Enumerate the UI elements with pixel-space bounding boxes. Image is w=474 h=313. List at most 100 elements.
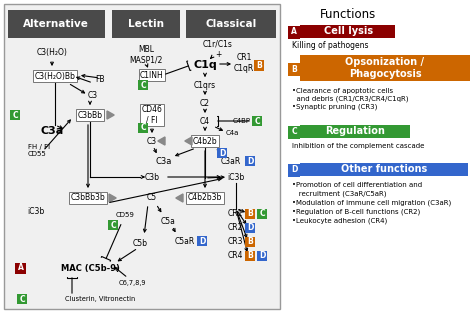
Text: B: B	[291, 64, 297, 74]
Text: C3bBb3b: C3bBb3b	[71, 193, 105, 203]
Text: B: B	[247, 238, 253, 247]
Text: D: D	[219, 148, 225, 157]
FancyBboxPatch shape	[112, 10, 180, 38]
FancyBboxPatch shape	[138, 80, 148, 90]
Text: CD59: CD59	[116, 212, 135, 218]
Text: A: A	[291, 28, 297, 37]
Text: C: C	[254, 116, 260, 126]
Text: iC3b: iC3b	[228, 173, 245, 182]
FancyBboxPatch shape	[288, 163, 300, 177]
Text: C: C	[110, 220, 116, 229]
FancyBboxPatch shape	[288, 63, 300, 75]
Text: C5b: C5b	[133, 239, 147, 248]
FancyBboxPatch shape	[300, 55, 470, 81]
Text: Classical: Classical	[205, 19, 256, 29]
FancyBboxPatch shape	[4, 4, 280, 309]
Text: A: A	[18, 264, 24, 273]
Text: C: C	[291, 127, 297, 136]
Text: CR1: CR1	[228, 209, 243, 218]
Text: •Leukocyte adhesion (CR4): •Leukocyte adhesion (CR4)	[292, 218, 387, 224]
Text: MBL
MASP1/2: MBL MASP1/2	[129, 45, 163, 65]
Text: C1INH: C1INH	[140, 70, 164, 80]
Text: C: C	[19, 295, 25, 304]
Polygon shape	[176, 194, 183, 202]
Text: and debris (CR1/CR3/CR4/C1qR): and debris (CR1/CR3/CR4/C1qR)	[292, 96, 409, 102]
FancyBboxPatch shape	[300, 125, 410, 138]
Text: C4b2b: C4b2b	[193, 136, 217, 146]
Text: CR4: CR4	[227, 252, 243, 260]
Text: •Promotion of cell differentiation and: •Promotion of cell differentiation and	[292, 182, 422, 188]
FancyBboxPatch shape	[300, 25, 395, 38]
FancyBboxPatch shape	[245, 251, 255, 261]
FancyBboxPatch shape	[8, 10, 105, 38]
Text: C3b: C3b	[145, 173, 159, 182]
FancyBboxPatch shape	[288, 126, 300, 138]
Text: •Modulation of immune cell migration (C3aR): •Modulation of immune cell migration (C3…	[292, 200, 451, 206]
FancyBboxPatch shape	[257, 209, 267, 219]
Text: C4BP: C4BP	[233, 118, 251, 124]
Text: C5: C5	[147, 193, 157, 203]
Text: C1qrs: C1qrs	[194, 80, 216, 90]
Text: C5aR: C5aR	[175, 237, 195, 245]
Text: D: D	[291, 166, 297, 175]
Polygon shape	[158, 137, 165, 145]
Text: Alternative: Alternative	[23, 19, 89, 29]
Text: CR1
C1qR: CR1 C1qR	[234, 53, 254, 73]
Text: FB: FB	[95, 74, 105, 84]
Text: D: D	[247, 156, 253, 166]
FancyBboxPatch shape	[245, 223, 255, 233]
Text: C4: C4	[200, 116, 210, 126]
Text: C3: C3	[147, 136, 157, 146]
Text: Killing of pathogens: Killing of pathogens	[292, 42, 368, 50]
Polygon shape	[185, 137, 192, 145]
Polygon shape	[107, 111, 114, 119]
Text: B: B	[247, 252, 253, 260]
Text: C: C	[140, 80, 146, 90]
Text: Opsonization /
Phagocytosis: Opsonization / Phagocytosis	[346, 57, 425, 79]
Text: iC3b: iC3b	[27, 207, 45, 215]
FancyBboxPatch shape	[217, 148, 227, 158]
Text: Other functions: Other functions	[341, 164, 427, 174]
FancyBboxPatch shape	[252, 116, 262, 126]
Text: CR3: CR3	[227, 238, 243, 247]
Text: FH / FI
CD55: FH / FI CD55	[28, 145, 50, 157]
Text: D: D	[259, 252, 265, 260]
FancyBboxPatch shape	[17, 294, 27, 304]
Text: C3a: C3a	[40, 126, 64, 136]
FancyBboxPatch shape	[108, 220, 118, 230]
Text: MAC (C5b-9): MAC (C5b-9)	[61, 264, 119, 273]
Text: C1q: C1q	[193, 60, 217, 70]
Text: Lectin: Lectin	[128, 19, 164, 29]
FancyBboxPatch shape	[245, 156, 255, 166]
Text: •Clearance of apoptotic cells: •Clearance of apoptotic cells	[292, 88, 393, 94]
Polygon shape	[109, 194, 116, 202]
FancyBboxPatch shape	[186, 10, 276, 38]
Text: C3(H₂O)Bb: C3(H₂O)Bb	[35, 71, 75, 80]
Text: C3: C3	[88, 91, 98, 100]
FancyBboxPatch shape	[254, 59, 264, 70]
Text: C: C	[259, 209, 265, 218]
Text: D: D	[247, 223, 253, 233]
Text: Clusterin, Vitronectin: Clusterin, Vitronectin	[65, 296, 135, 302]
Text: •Synaptic pruning (CR3): •Synaptic pruning (CR3)	[292, 104, 377, 110]
FancyBboxPatch shape	[288, 25, 300, 38]
Text: C3(H₂O): C3(H₂O)	[36, 49, 67, 58]
Text: C3bBb: C3bBb	[78, 110, 102, 120]
Text: C: C	[12, 110, 18, 120]
FancyBboxPatch shape	[197, 236, 207, 246]
Text: B: B	[247, 209, 253, 218]
Text: CD46
/ FI: CD46 / FI	[142, 105, 163, 125]
Text: Inhibition of the complement cascade: Inhibition of the complement cascade	[292, 143, 424, 149]
Text: C2: C2	[200, 99, 210, 107]
FancyBboxPatch shape	[300, 163, 468, 176]
Text: C: C	[140, 124, 146, 132]
FancyBboxPatch shape	[16, 263, 27, 274]
Text: •Regulation of B-cell functions (CR2): •Regulation of B-cell functions (CR2)	[292, 209, 420, 215]
Text: C1r/C1s
+: C1r/C1s +	[203, 39, 233, 59]
Text: C4b2b3b: C4b2b3b	[188, 193, 222, 203]
FancyBboxPatch shape	[10, 110, 20, 120]
Text: Regulation: Regulation	[325, 126, 385, 136]
Text: CR2: CR2	[228, 223, 243, 233]
Text: B: B	[256, 60, 262, 69]
FancyBboxPatch shape	[245, 237, 255, 247]
